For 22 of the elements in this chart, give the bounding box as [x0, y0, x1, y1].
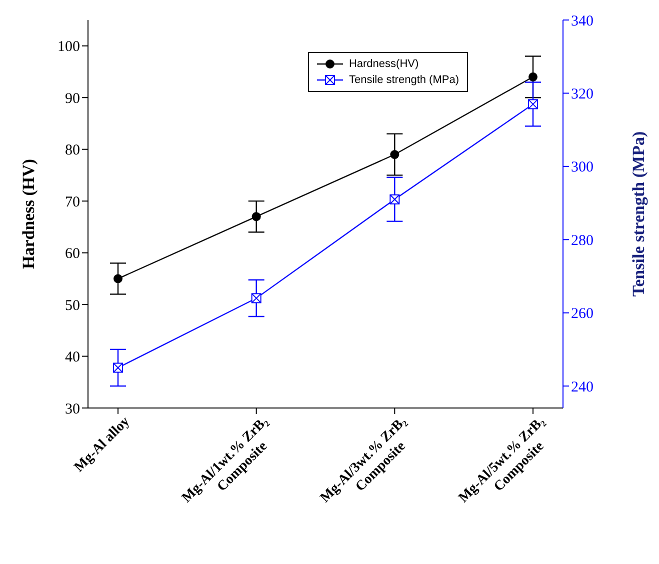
point	[390, 150, 400, 160]
y2-axis-title: Tensile strength (MPa)	[629, 131, 648, 297]
y-tick-label: 100	[58, 39, 80, 56]
y-tick-label: 50	[65, 298, 80, 314]
point	[528, 72, 538, 82]
legend-label: Hardness(HV)	[348, 57, 419, 72]
y-tick-label: 60	[65, 246, 80, 262]
point	[252, 212, 261, 222]
y2-tick-label: 340	[571, 13, 594, 30]
y-axis-title: Hardness (HV)	[19, 158, 38, 270]
y2-tick-label: 260	[571, 306, 594, 322]
y2-tick-label: 320	[571, 86, 594, 103]
y2-tick-label: 300	[571, 160, 594, 176]
legend-label: Tensile strength (MPa)	[348, 73, 459, 88]
point	[114, 274, 122, 284]
y-tick-label: 80	[65, 142, 80, 159]
y-tick-label: 90	[65, 90, 80, 107]
y-tick-label: 30	[65, 401, 80, 418]
y2-tick-label: 280	[571, 232, 594, 249]
y2-tick-label: 240	[571, 379, 594, 396]
y-tick-label: 70	[65, 194, 80, 210]
y-tick-label: 40	[65, 350, 80, 366]
